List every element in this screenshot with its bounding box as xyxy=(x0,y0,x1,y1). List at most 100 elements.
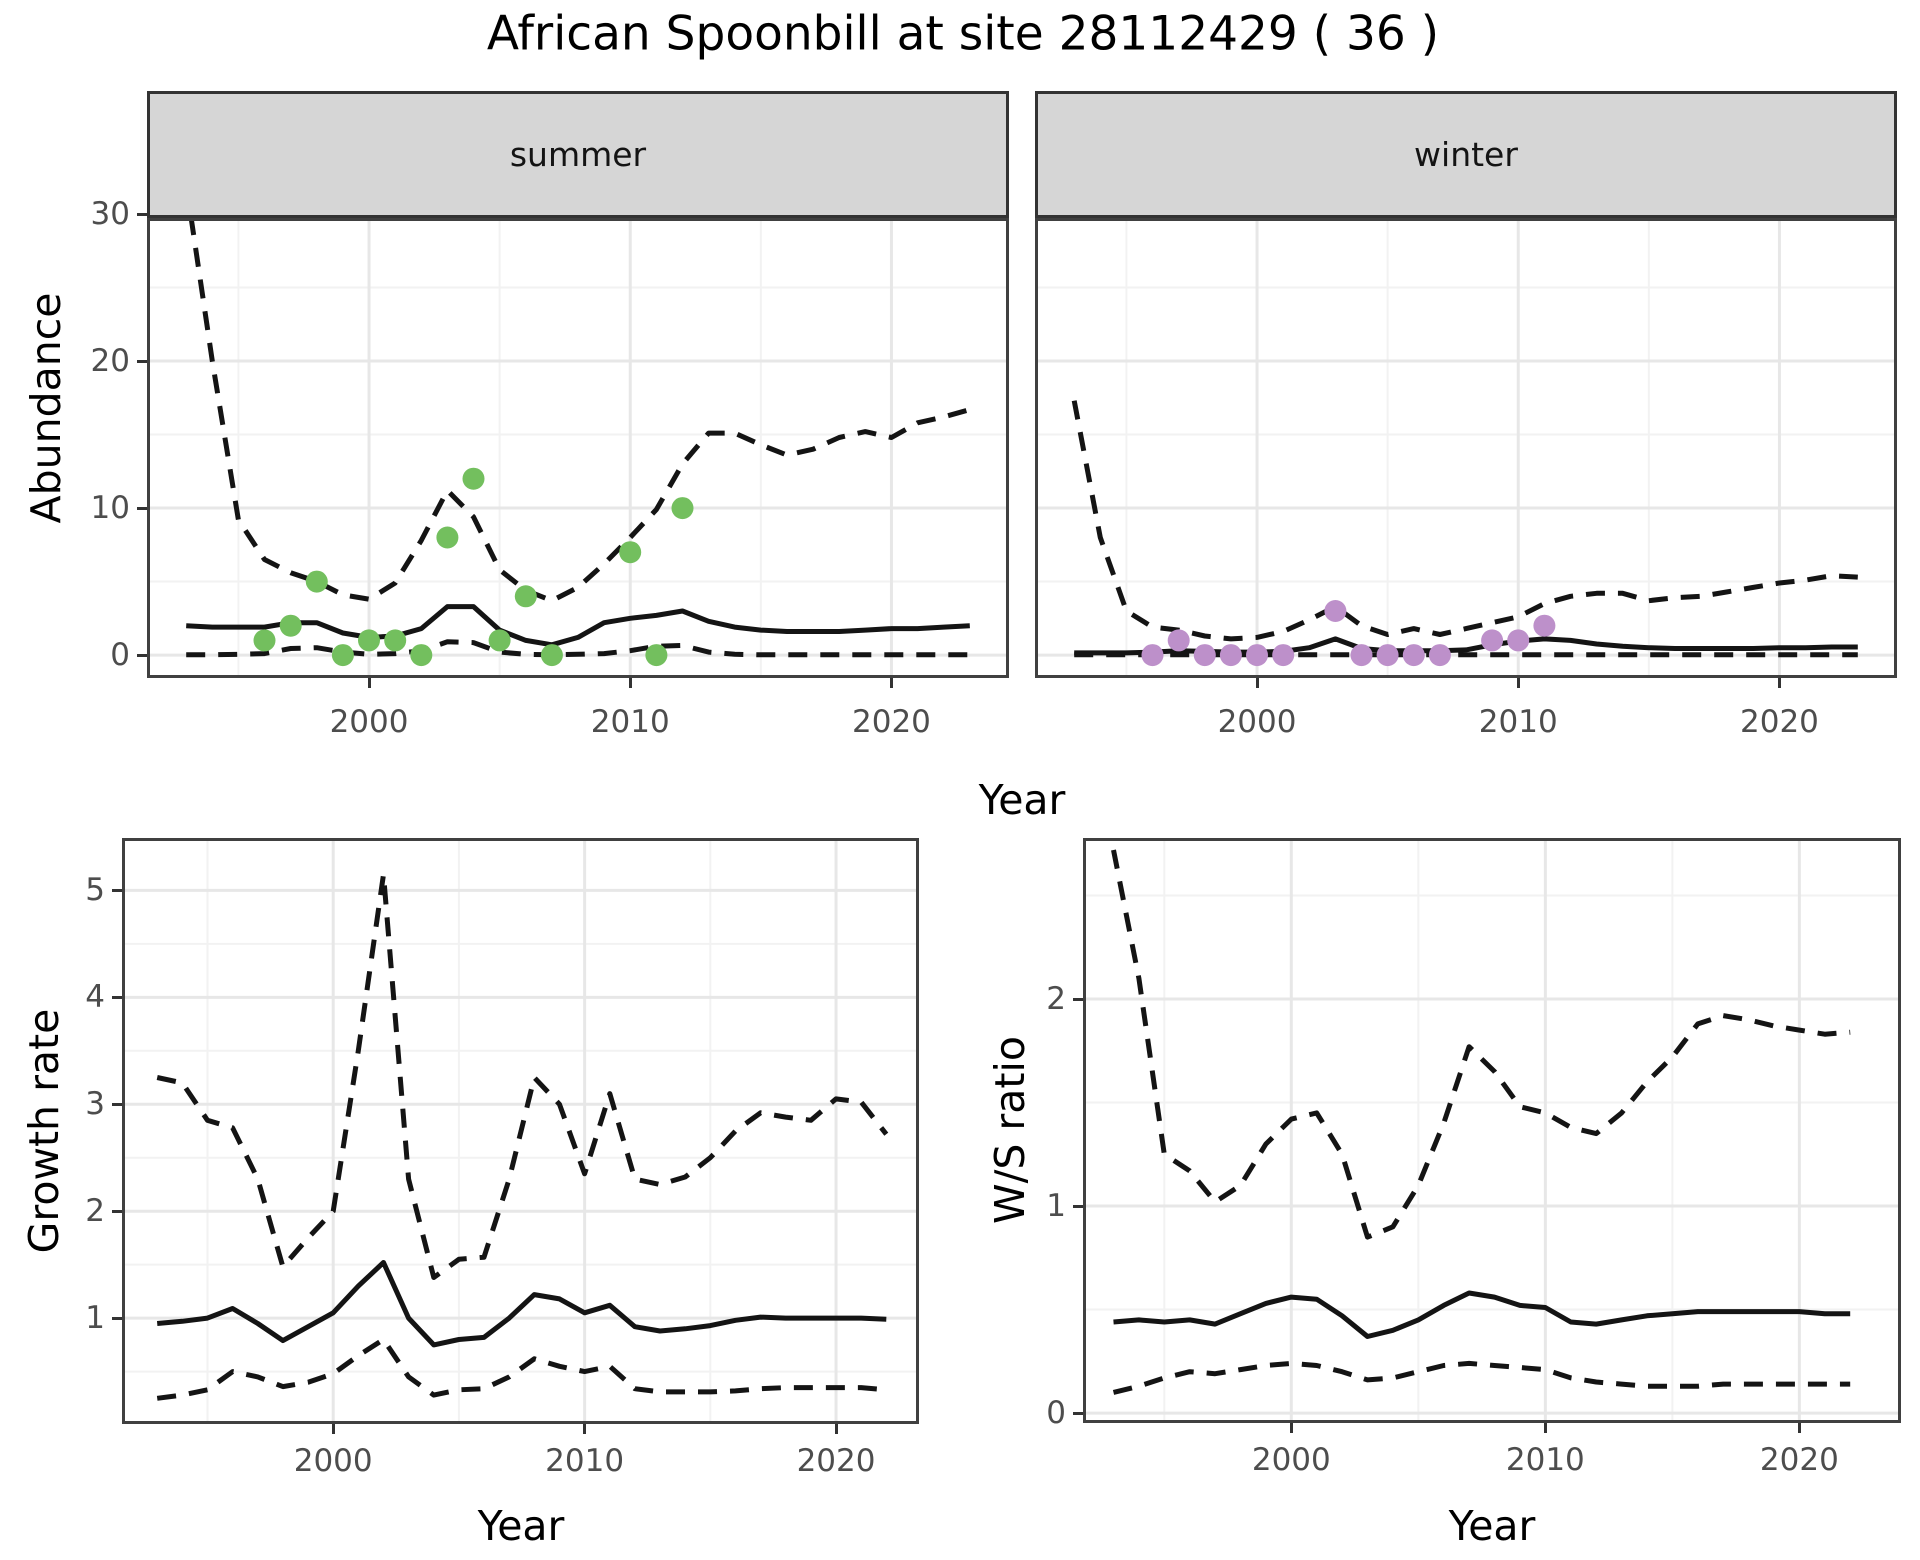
x-tick-mark xyxy=(583,1424,587,1434)
observed_counts_summer-point xyxy=(619,541,642,564)
observed_counts_winter-point xyxy=(1507,629,1530,652)
facet-strip-summer: summer xyxy=(147,91,1009,218)
observed_counts_winter-point xyxy=(1246,644,1268,667)
x-tick-label: 2010 xyxy=(1478,704,1558,740)
y-tick-label: 0 xyxy=(110,637,130,674)
y-tick-mark xyxy=(1073,997,1083,1001)
facet-strip-winter: winter xyxy=(1035,91,1897,218)
observed_counts_summer-point xyxy=(514,585,537,608)
observed_counts_summer-point xyxy=(671,497,694,520)
x-tick-mark xyxy=(834,1424,838,1434)
x-tick-label: 2020 xyxy=(1740,704,1819,740)
x-tick-label: 2020 xyxy=(852,704,931,740)
y-tick-label: 5 xyxy=(85,872,105,909)
observed_counts_summer-point xyxy=(488,629,511,652)
x-tick-mark xyxy=(1777,678,1781,688)
abundance-winter-panel xyxy=(1035,218,1897,678)
observed_counts_winter-point xyxy=(1533,614,1556,637)
ws_ratio-lower_95ci-line xyxy=(1112,1360,1851,1395)
abundance_summer-lower_95ci-line xyxy=(186,639,970,658)
observed_counts_winter-point xyxy=(1481,629,1504,652)
ws_ratio-median-line xyxy=(1113,1290,1851,1339)
x-tick-mark xyxy=(1255,678,1259,688)
observed_counts_winter-point xyxy=(1402,644,1425,667)
growth-rate-x-axis-title: Year xyxy=(477,1502,565,1550)
panel-border xyxy=(1083,838,1901,1423)
panel-border xyxy=(122,838,919,1424)
y-tick-mark xyxy=(112,1102,122,1106)
x-tick-mark xyxy=(331,1424,335,1434)
y-tick-mark xyxy=(1073,1411,1083,1415)
observed_counts_summer-point xyxy=(331,644,354,667)
y-tick-mark xyxy=(112,888,122,892)
observed_counts_winter-point xyxy=(1193,644,1216,667)
observed_counts_summer-point xyxy=(540,644,563,667)
y-tick-label: 30 xyxy=(90,196,130,233)
panel-border xyxy=(147,218,1009,678)
y-tick-label: 1 xyxy=(1046,1188,1066,1225)
x-tick-label: 2000 xyxy=(293,1443,373,1479)
panel-border xyxy=(1035,218,1897,678)
y-tick-mark xyxy=(137,506,147,510)
y-tick-mark xyxy=(112,1316,122,1320)
x-tick-mark xyxy=(1543,1423,1547,1433)
y-tick-label: 3 xyxy=(85,1086,105,1123)
observed_counts_winter-point xyxy=(1350,644,1373,667)
ws-ratio-panel xyxy=(1083,838,1901,1423)
x-tick-mark xyxy=(628,678,632,688)
abundance-summer-panel xyxy=(147,218,1009,678)
abundance_winter-median-line xyxy=(1074,636,1858,656)
y-tick-label: 4 xyxy=(85,979,105,1016)
observed_counts_summer-point xyxy=(410,644,433,667)
y-tick-mark xyxy=(112,1209,122,1213)
observed_counts_summer-point xyxy=(253,629,276,652)
top-row-x-axis-title: Year xyxy=(978,776,1066,824)
ws_ratio-upper_95ci-line xyxy=(1111,849,1851,1240)
ws-ratio-x-axis-title: Year xyxy=(1448,1502,1536,1550)
x-tick-mark xyxy=(1797,1423,1801,1433)
observed_counts_summer-point xyxy=(384,629,407,652)
y-tick-mark xyxy=(137,212,147,216)
chart-title: African Spoonbill at site 28112429 ( 36 … xyxy=(486,6,1440,62)
facet-strip-winter-label: winter xyxy=(1414,135,1518,174)
x-tick-label: 2010 xyxy=(1505,1442,1585,1478)
facet-strip-summer-label: summer xyxy=(509,135,647,174)
x-tick-mark xyxy=(1516,678,1520,688)
observed_counts_winter-point xyxy=(1428,644,1451,667)
y-tick-label: 2 xyxy=(1046,981,1066,1018)
observed_counts_winter-point xyxy=(1141,644,1164,667)
abundance_winter-upper_95ci-line xyxy=(1071,400,1858,642)
y-tick-label: 10 xyxy=(90,490,130,527)
observed_counts_winter-point xyxy=(1324,600,1347,622)
y-tick-mark xyxy=(1073,1204,1083,1208)
y-tick-label: 20 xyxy=(90,343,130,380)
observed_counts_summer-point xyxy=(645,644,668,667)
observed_counts_winter-point xyxy=(1219,644,1242,667)
x-tick-label: 2010 xyxy=(590,704,670,740)
observed_counts_summer-point xyxy=(436,526,459,549)
y-tick-mark xyxy=(112,995,122,999)
y-tick-mark xyxy=(137,653,147,657)
y-tick-mark xyxy=(137,359,147,363)
x-tick-mark xyxy=(889,678,893,688)
y-tick-label: 2 xyxy=(85,1193,105,1230)
x-tick-label: 2010 xyxy=(545,1443,625,1479)
observed_counts_summer-point xyxy=(305,570,328,593)
x-tick-label: 2000 xyxy=(1217,704,1297,740)
x-tick-mark xyxy=(1289,1423,1293,1433)
growth-rate-panel xyxy=(122,838,919,1424)
observed_counts_summer-point xyxy=(358,629,380,652)
observed_counts_summer-point xyxy=(462,467,485,490)
x-tick-label: 2020 xyxy=(796,1443,876,1479)
x-tick-label: 2000 xyxy=(1251,1442,1331,1478)
abundance_summer-upper_95ci-line xyxy=(188,218,971,604)
x-tick-mark xyxy=(367,678,371,688)
observed_counts_winter-point xyxy=(1376,644,1399,667)
x-tick-label: 2020 xyxy=(1759,1442,1839,1478)
growth_rate-upper_95ci-line xyxy=(156,871,889,1280)
abundance_summer-median-line xyxy=(186,604,970,648)
observed_counts_winter-point xyxy=(1167,629,1190,652)
growth_rate-lower_95ci-line xyxy=(156,1337,887,1401)
observed_counts_summer-point xyxy=(279,614,302,637)
